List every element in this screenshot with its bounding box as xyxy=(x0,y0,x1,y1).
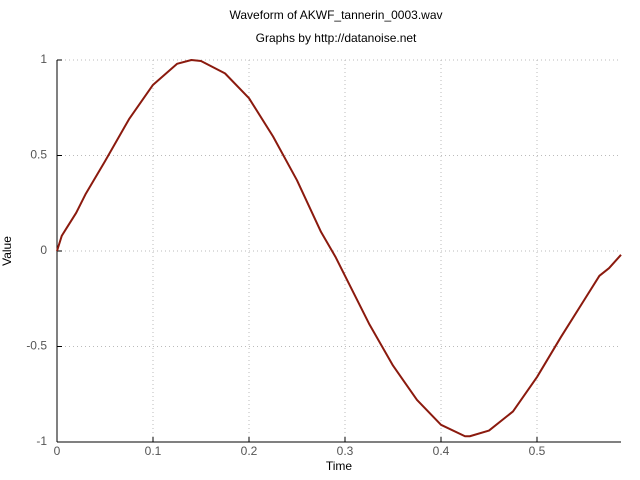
y-tick-label: -0.5 xyxy=(26,339,47,353)
y-axis-label: Value xyxy=(0,236,14,266)
x-tick-label: 0.1 xyxy=(145,444,162,458)
x-tick-label: 0.2 xyxy=(241,444,258,458)
x-tick-label: 0.3 xyxy=(337,444,354,458)
chart-subtitle: Graphs by http://datanoise.net xyxy=(256,31,417,45)
y-tick-label: -1 xyxy=(36,434,47,448)
x-tick-label: 0.4 xyxy=(433,444,450,458)
y-tick-label: 1 xyxy=(40,52,47,66)
y-tick-label: 0.5 xyxy=(30,148,47,162)
x-tick-label: 0.5 xyxy=(529,444,546,458)
x-axis-label: Time xyxy=(326,459,353,473)
y-tick-label: 0 xyxy=(40,243,47,257)
x-tick-label: 0 xyxy=(54,444,61,458)
line-series xyxy=(56,59,622,438)
chart-title: Waveform of AKWF_tannerin_0003.wav xyxy=(230,8,443,22)
